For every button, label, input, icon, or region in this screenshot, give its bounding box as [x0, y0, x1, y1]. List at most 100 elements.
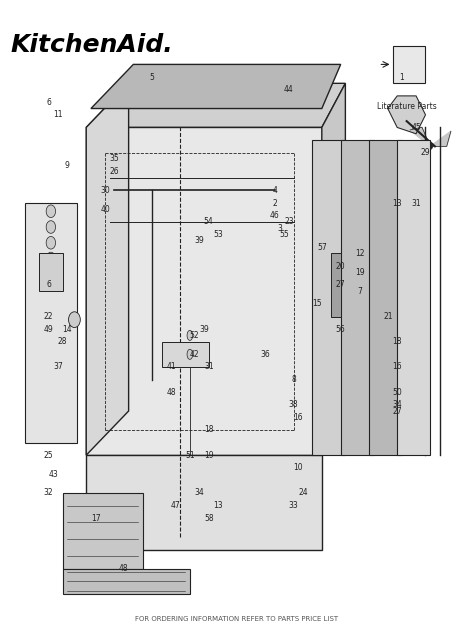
Ellipse shape [46, 221, 55, 234]
Text: 50: 50 [392, 387, 402, 397]
Text: 38: 38 [289, 400, 298, 409]
Text: 35: 35 [109, 154, 119, 163]
Ellipse shape [46, 268, 55, 280]
Polygon shape [162, 342, 209, 367]
Text: 37: 37 [53, 363, 63, 372]
Text: 10: 10 [293, 463, 303, 472]
Text: 43: 43 [48, 470, 58, 479]
Polygon shape [312, 140, 346, 455]
Text: 14: 14 [63, 325, 72, 334]
Polygon shape [86, 127, 322, 455]
Text: 21: 21 [383, 312, 392, 321]
Text: 24: 24 [298, 489, 308, 498]
Ellipse shape [46, 205, 55, 218]
Text: 17: 17 [91, 513, 100, 523]
Text: Literature Parts: Literature Parts [377, 102, 437, 111]
Text: 44: 44 [284, 85, 294, 94]
Text: 48: 48 [166, 387, 176, 397]
Text: 19: 19 [355, 268, 365, 277]
Text: 47: 47 [171, 501, 181, 510]
Text: 34: 34 [194, 489, 204, 498]
Polygon shape [86, 84, 128, 455]
Polygon shape [369, 140, 402, 455]
Text: 29: 29 [421, 148, 430, 157]
Text: 13: 13 [392, 199, 402, 208]
Text: 55: 55 [279, 230, 289, 239]
Text: 52: 52 [190, 331, 200, 340]
Text: 23: 23 [284, 218, 294, 227]
Text: 27: 27 [392, 406, 402, 415]
Text: 19: 19 [204, 451, 214, 460]
Polygon shape [86, 455, 322, 549]
Polygon shape [331, 253, 341, 316]
Text: 20: 20 [336, 261, 346, 270]
Text: 6: 6 [46, 280, 51, 289]
Polygon shape [91, 65, 341, 108]
Polygon shape [388, 96, 426, 134]
Text: 36: 36 [260, 350, 270, 359]
Ellipse shape [428, 143, 433, 149]
Text: 27: 27 [336, 280, 346, 289]
Text: 57: 57 [317, 242, 327, 252]
Text: 5: 5 [150, 73, 155, 82]
Ellipse shape [187, 349, 193, 360]
Text: 18: 18 [204, 425, 213, 434]
Polygon shape [422, 146, 430, 178]
Text: 39: 39 [194, 236, 204, 246]
Text: 41: 41 [166, 363, 176, 372]
Text: 4: 4 [272, 186, 277, 195]
Text: 34: 34 [392, 400, 402, 409]
Polygon shape [63, 568, 190, 594]
Polygon shape [341, 140, 374, 455]
Text: 30: 30 [100, 186, 110, 195]
Text: 8: 8 [291, 375, 296, 384]
Text: 12: 12 [355, 249, 364, 258]
Text: 16: 16 [293, 413, 303, 422]
Polygon shape [63, 493, 143, 568]
Text: 13: 13 [213, 501, 223, 510]
Text: 25: 25 [44, 451, 53, 460]
Ellipse shape [187, 330, 193, 341]
Polygon shape [430, 131, 451, 146]
Text: 15: 15 [312, 299, 322, 308]
Ellipse shape [46, 237, 55, 249]
Text: KitchenAid.: KitchenAid. [11, 33, 173, 57]
Polygon shape [392, 46, 426, 84]
Text: 18: 18 [392, 337, 402, 346]
Text: 53: 53 [213, 230, 223, 239]
Text: 2: 2 [273, 199, 277, 208]
Polygon shape [322, 84, 346, 455]
Text: 22: 22 [44, 312, 53, 321]
Text: 26: 26 [109, 167, 119, 176]
Text: 6: 6 [46, 97, 51, 107]
Text: 48: 48 [119, 564, 129, 573]
Polygon shape [25, 203, 77, 442]
Text: FOR ORDERING INFORMATION REFER TO PARTS PRICE LIST: FOR ORDERING INFORMATION REFER TO PARTS … [136, 616, 338, 622]
Text: 16: 16 [392, 363, 402, 372]
Text: 42: 42 [190, 350, 200, 359]
Text: 54: 54 [204, 218, 214, 227]
Text: 11: 11 [53, 110, 63, 120]
Text: 31: 31 [204, 363, 214, 372]
Ellipse shape [69, 312, 80, 327]
Polygon shape [397, 140, 430, 455]
Text: 45: 45 [411, 123, 421, 132]
Text: 1: 1 [400, 73, 404, 82]
Text: 32: 32 [44, 489, 53, 498]
Ellipse shape [46, 252, 55, 265]
Text: 46: 46 [270, 211, 280, 220]
Text: 58: 58 [204, 513, 214, 523]
Text: 51: 51 [185, 451, 195, 460]
Text: 3: 3 [277, 224, 282, 233]
Text: 9: 9 [65, 161, 70, 170]
Text: 33: 33 [289, 501, 299, 510]
Polygon shape [86, 84, 346, 127]
Text: 49: 49 [44, 325, 54, 334]
Text: 39: 39 [199, 325, 209, 334]
Polygon shape [410, 127, 430, 146]
Text: 28: 28 [58, 337, 67, 346]
Text: 56: 56 [336, 325, 346, 334]
Text: 40: 40 [100, 205, 110, 214]
Text: 31: 31 [411, 199, 421, 208]
Text: 7: 7 [357, 287, 362, 296]
